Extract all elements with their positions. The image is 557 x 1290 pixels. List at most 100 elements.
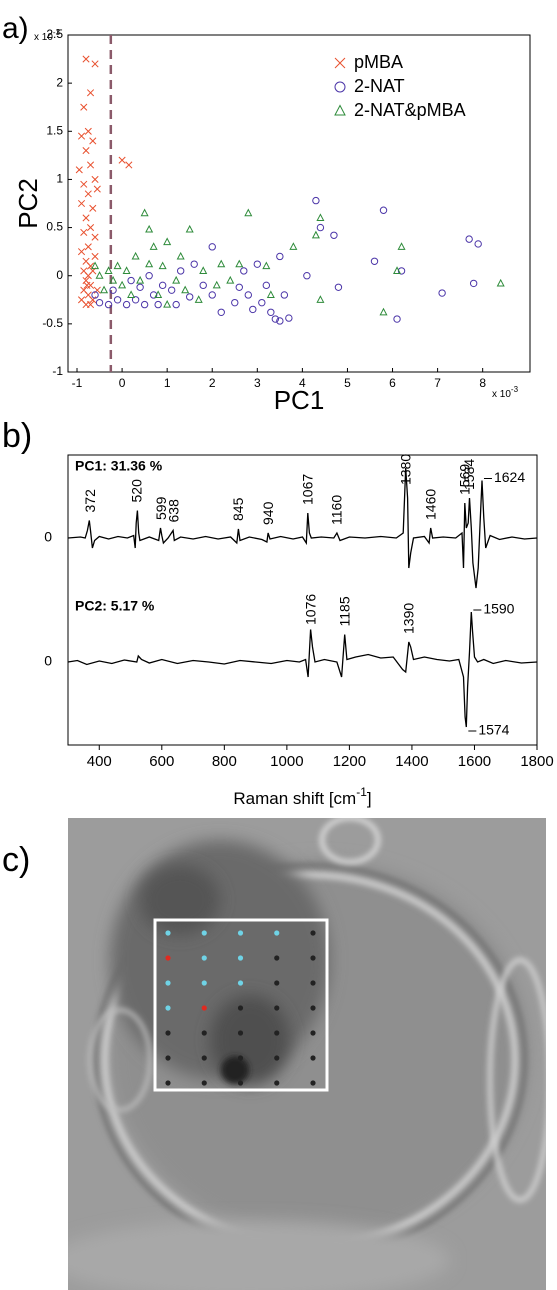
grid-dot — [237, 930, 244, 936]
micrograph — [68, 818, 546, 1290]
point — [154, 290, 163, 299]
grid-dot — [165, 980, 171, 986]
grid-dot — [237, 1080, 244, 1086]
point — [176, 267, 185, 275]
y-tick-label: 0.5 — [46, 220, 63, 234]
point — [82, 55, 90, 63]
point — [145, 259, 154, 268]
grid-dot — [310, 980, 316, 986]
x-axis-label-exponent: -1 — [356, 785, 367, 799]
peak-label: 520 — [128, 479, 144, 503]
point — [86, 161, 95, 169]
point — [158, 261, 167, 270]
point — [163, 237, 172, 246]
point — [199, 281, 207, 290]
point — [84, 190, 92, 198]
point — [240, 267, 248, 275]
x-tick-label: 8 — [479, 376, 486, 390]
peak-label: 1569 — [456, 464, 472, 495]
x-tick-label: 0 — [119, 376, 126, 390]
grid-dot — [237, 1055, 244, 1061]
point — [194, 295, 203, 303]
grid-dot — [201, 1030, 207, 1036]
point — [80, 103, 88, 111]
grid-dot — [274, 1055, 280, 1061]
point — [172, 275, 181, 284]
grid-dot — [274, 955, 280, 961]
point — [266, 290, 275, 299]
x-axis-label: PC1 — [274, 385, 325, 415]
point — [100, 285, 109, 294]
point — [145, 224, 154, 233]
point — [208, 243, 216, 251]
point — [217, 308, 225, 317]
peak-label: 1076 — [302, 594, 318, 625]
grid-dot — [274, 980, 280, 986]
point — [91, 252, 99, 261]
point — [122, 300, 131, 309]
point — [465, 235, 473, 243]
point — [80, 228, 88, 236]
point — [334, 283, 343, 291]
point — [244, 208, 253, 217]
point — [474, 240, 482, 248]
peak-label: 1380 — [397, 454, 413, 485]
y-tick-label: 2.5 — [46, 27, 63, 41]
panel-title: PC2: 5.17 % — [75, 598, 155, 614]
peak-label: 1584 — [461, 459, 477, 490]
legend-label: 2-NAT — [354, 76, 405, 96]
point — [131, 296, 140, 304]
point — [235, 259, 244, 268]
point — [77, 296, 86, 304]
legend-label: 2-NAT&pMBA — [354, 100, 466, 120]
point — [303, 272, 311, 280]
point — [77, 248, 86, 256]
y-multiplier-exponent: -3 — [53, 28, 61, 37]
point — [249, 305, 257, 314]
x-tick-label: 2 — [209, 376, 216, 390]
point — [118, 280, 127, 289]
point — [127, 276, 135, 285]
x-multiplier-exponent: -3 — [511, 385, 519, 394]
x-tick-label: 800 — [212, 753, 237, 770]
grid-dot — [310, 1030, 316, 1036]
point — [91, 261, 100, 270]
point — [276, 252, 284, 261]
point — [91, 60, 99, 68]
x-tick-label: 1400 — [395, 753, 428, 770]
peak-label: 372 — [82, 489, 98, 513]
grid-dot — [310, 1055, 316, 1061]
grid-dot — [201, 1005, 207, 1011]
grid-dot — [201, 930, 207, 936]
peak-label: 1185 — [336, 596, 352, 626]
grid-dot — [310, 1005, 316, 1011]
point — [253, 260, 262, 268]
panel-label: c) — [2, 841, 30, 879]
point — [208, 291, 216, 299]
point — [185, 224, 194, 233]
grid-dot — [237, 1005, 244, 1011]
legend-marker — [334, 81, 346, 93]
grid-dot — [310, 1080, 316, 1086]
point — [95, 298, 104, 307]
legend-marker — [334, 104, 346, 116]
point — [89, 137, 97, 145]
point — [316, 213, 325, 222]
point — [379, 307, 388, 316]
point — [212, 280, 221, 289]
point — [311, 230, 320, 239]
point — [280, 291, 289, 299]
point — [231, 298, 239, 307]
grid-dot — [201, 1080, 207, 1086]
point — [125, 161, 133, 169]
peak-label: 940 — [260, 501, 276, 525]
peak-label: 1574 — [478, 722, 509, 738]
point — [82, 214, 90, 222]
point — [267, 308, 275, 317]
point — [86, 224, 95, 232]
x-tick-label: 600 — [149, 753, 174, 770]
point — [393, 315, 401, 323]
point — [370, 257, 379, 265]
point — [109, 286, 117, 294]
point — [330, 231, 338, 239]
